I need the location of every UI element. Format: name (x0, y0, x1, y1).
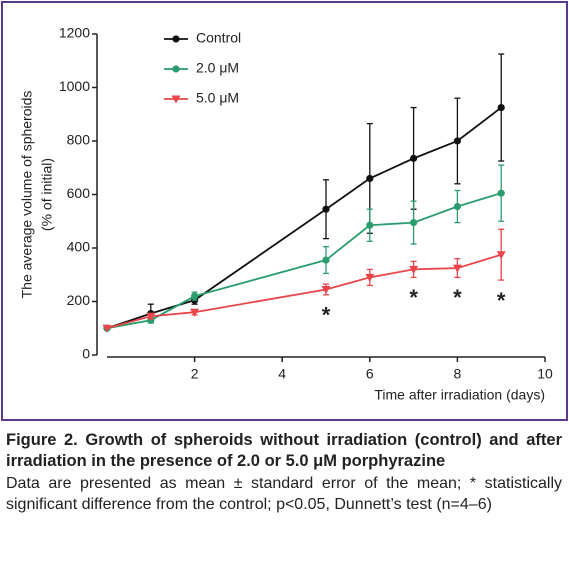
x-tick-label: 4 (278, 366, 286, 382)
data-point (321, 285, 331, 294)
data-point (366, 174, 374, 183)
data-point (452, 264, 462, 273)
data-point (453, 137, 461, 145)
y-tick-label: 0 (82, 346, 90, 362)
significance-mark: * (322, 303, 331, 328)
chart: 0 200 400 600 800 1000 1200 2 4 6 8 10 Time after ir… (19, 25, 553, 403)
legend-label: 5.0 μM (196, 90, 239, 106)
y-tick-label: 200 (67, 292, 91, 308)
significance-mark: * (453, 285, 462, 310)
data-point (453, 202, 461, 211)
data-point (365, 273, 375, 282)
figure-frame (1, 1, 568, 421)
series-line (106, 106, 502, 330)
x-tick-label: 6 (366, 366, 374, 382)
legend-marker (172, 65, 180, 73)
y-tick-label: 1000 (59, 78, 90, 94)
legend-label: 2.0 μM (196, 60, 239, 76)
series-line (106, 253, 502, 330)
x-tick-label: 10 (537, 366, 553, 382)
data-point (410, 218, 418, 227)
data-point (322, 256, 330, 264)
y-axis-label: The average volume of spheroids (19, 91, 35, 299)
data-point (191, 292, 199, 300)
legend-marker (171, 95, 181, 104)
x-tick-label: 2 (191, 366, 199, 382)
data-point (410, 154, 418, 162)
x-axis-label: Time after irradiation (days) (374, 387, 545, 403)
caption-title: Figure 2. Growth of spheroids without ir… (6, 431, 562, 470)
significance-mark: * (497, 288, 506, 313)
y-tick-label: 600 (67, 185, 91, 201)
legend-label: Control (196, 30, 241, 46)
data-point (366, 221, 374, 229)
legend-marker (172, 35, 180, 43)
data-point (497, 103, 505, 112)
data-point (497, 189, 505, 197)
data-point (146, 312, 156, 321)
caption: Figure 2. Growth of spheroids without ir… (6, 430, 562, 515)
data-point (102, 324, 112, 333)
y-tick-label: 400 (67, 239, 91, 255)
y-tick-label: 1200 (59, 25, 90, 41)
data-point (322, 205, 330, 213)
y-tick-label: 800 (67, 132, 91, 148)
significance-mark: * (409, 285, 418, 310)
data-point (409, 265, 419, 274)
caption-body: Data are presented as mean ± standard er… (6, 475, 562, 513)
data-point (496, 251, 506, 260)
data-point (190, 308, 200, 317)
x-tick-label: 8 (454, 366, 462, 382)
y-axis-label: (% of initial) (39, 158, 55, 231)
